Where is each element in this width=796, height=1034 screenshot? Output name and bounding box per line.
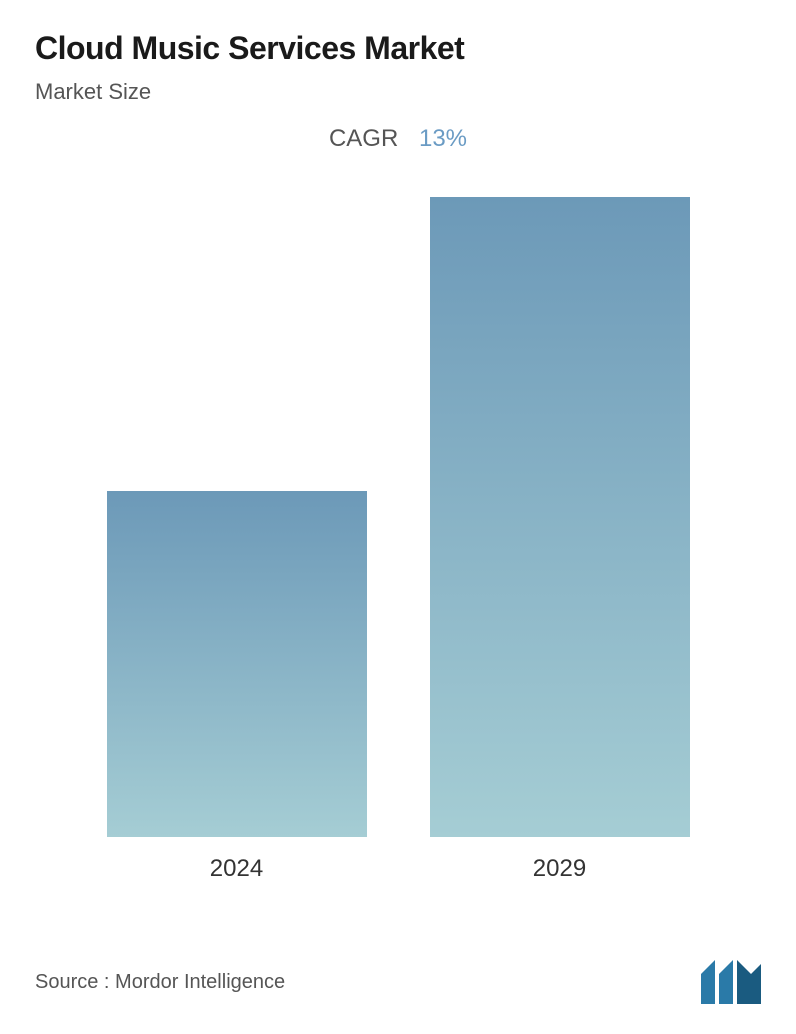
cagr-label: CAGR	[329, 125, 398, 152]
chart-bar	[430, 197, 690, 837]
mordor-logo-icon	[701, 960, 761, 1004]
source-attribution: Source : Mordor Intelligence	[35, 971, 285, 994]
bar-label: 2029	[533, 855, 586, 883]
bar-chart: 2024 2029	[35, 203, 761, 883]
bar-label: 2024	[210, 855, 263, 883]
cagr-indicator: CAGR 13%	[35, 125, 761, 153]
chart-bar	[107, 491, 367, 837]
bar-group-0: 2024	[107, 491, 367, 883]
cagr-value: 13%	[419, 125, 467, 152]
bar-group-1: 2029	[430, 197, 690, 883]
chart-subtitle: Market Size	[35, 79, 761, 105]
chart-footer: Source : Mordor Intelligence	[35, 960, 761, 1004]
chart-title: Cloud Music Services Market	[35, 30, 761, 67]
